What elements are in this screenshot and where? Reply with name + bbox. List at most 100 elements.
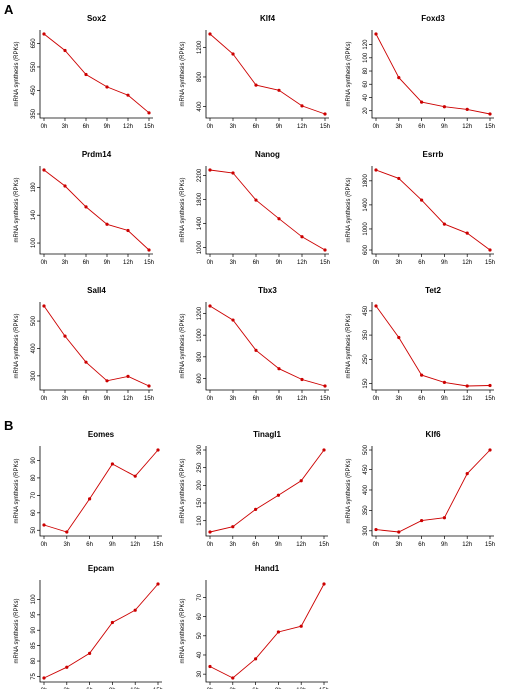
y-tick-label: 80 xyxy=(31,657,37,664)
x-tick-label: 12h xyxy=(130,542,140,548)
chart-title-tbx3: Tbx3 xyxy=(258,286,277,295)
x-tick-label: 9h xyxy=(104,124,111,130)
y-tick-label: 1400 xyxy=(363,198,369,212)
y-tick-label: 200 xyxy=(197,480,203,491)
x-tick-label: 9h xyxy=(441,396,448,402)
x-tick-label: 3h xyxy=(395,396,402,402)
chart-axes-nanog xyxy=(205,166,329,255)
x-tick-label: 15h xyxy=(320,124,330,130)
data-point xyxy=(65,665,69,669)
x-tick-label: 9h xyxy=(276,396,283,402)
y-tick-label: 1000 xyxy=(197,240,203,254)
y-tick-label: 600 xyxy=(197,373,203,384)
x-tick-label: 3h xyxy=(395,124,402,130)
chart-tinagl1: Tinagl1 0h 3h 6h 9h 12h 15h 100 150 200 250 300 mRNA… xyxy=(180,430,329,548)
data-point xyxy=(231,171,235,175)
chart-sox2: Sox2 0h 3h 6h 9h 12h 15h 350 450 550 650 mRNA synth… xyxy=(14,14,154,130)
y-axis-label-sall4: mRNA synthesis (RPKs) xyxy=(14,313,20,378)
x-tick-label: 3h xyxy=(395,260,402,266)
charts-group: Sox2 0h 3h 6h 9h 12h 15h 350 450 550 650 mRNA synth… xyxy=(14,14,495,689)
x-tick-label: 9h xyxy=(441,542,448,548)
y-tick-label: 800 xyxy=(197,71,203,82)
chart-title-epcam: Epcam xyxy=(88,564,114,573)
series-line-klf6 xyxy=(375,449,491,533)
data-point xyxy=(322,582,326,586)
x-tick-label: 6h xyxy=(418,124,425,130)
x-tick-label: 12h xyxy=(297,396,307,402)
x-tick-label: 12h xyxy=(462,124,472,130)
y-axis-label-sox2: mRNA synthesis (RPKs) xyxy=(14,41,20,106)
x-tick-label: 12h xyxy=(462,260,472,266)
x-tick-label: 6h xyxy=(253,260,260,266)
y-tick-label: 300 xyxy=(197,444,203,455)
chart-hand1: Hand10h3h6h9h12h15h3040506070mRNA synthe… xyxy=(180,564,329,689)
y-axis-label-hand1: mRNA synthesis (RPKs) xyxy=(180,598,186,663)
x-tick-label: 0h xyxy=(207,396,214,402)
x-tick-label: 6h xyxy=(252,542,259,548)
data-point xyxy=(277,367,281,371)
y-tick-label: 400 xyxy=(31,343,37,354)
y-tick-label: 85 xyxy=(31,642,37,649)
chart-axes-epcam xyxy=(39,580,162,683)
panel-letter-a: A xyxy=(4,2,14,17)
data-point xyxy=(465,472,469,476)
x-tick-label: 12h xyxy=(296,542,306,548)
x-tick-label: 0h xyxy=(41,542,48,548)
y-tick-label: 1200 xyxy=(197,306,203,320)
data-point xyxy=(276,630,280,634)
y-axis-label-prdm14: mRNA synthesis (RPKs) xyxy=(14,177,20,242)
data-point xyxy=(231,676,235,680)
data-point xyxy=(299,624,303,628)
y-tick-label: 500 xyxy=(363,444,369,455)
x-tick-label: 9h xyxy=(104,396,111,402)
data-point xyxy=(300,104,304,108)
x-tick-label: 0h xyxy=(207,124,214,130)
data-point xyxy=(374,527,378,532)
data-point xyxy=(84,360,88,364)
y-tick-label: 80 xyxy=(363,67,369,74)
y-tick-label: 450 xyxy=(31,85,37,96)
chart-title-nanog: Nanog xyxy=(255,150,280,159)
data-point xyxy=(156,448,160,452)
data-point xyxy=(110,620,114,625)
data-point xyxy=(299,479,303,483)
x-tick-label: 9h xyxy=(441,260,448,266)
data-point xyxy=(420,373,424,377)
series-line-epcam xyxy=(43,583,159,679)
data-point xyxy=(133,474,137,478)
y-tick-label: 100 xyxy=(31,594,37,605)
data-point xyxy=(465,231,469,235)
chart-axes-tet2 xyxy=(371,302,494,391)
data-point xyxy=(208,530,212,534)
data-point xyxy=(208,664,212,669)
series-line-sall4 xyxy=(43,305,150,387)
data-point xyxy=(147,384,151,388)
y-tick-label: 450 xyxy=(363,464,369,475)
data-point xyxy=(65,530,69,534)
y-tick-label: 90 xyxy=(31,456,37,463)
y-tick-label: 500 xyxy=(31,315,37,326)
x-tick-label: 3h xyxy=(395,542,402,548)
chart-axes-esrrb xyxy=(371,166,494,255)
x-tick-label: 15h xyxy=(144,396,154,402)
chart-axes-eomes xyxy=(39,446,162,537)
data-point xyxy=(442,380,446,384)
data-point xyxy=(420,100,424,104)
data-point xyxy=(420,198,424,202)
y-tick-label: 1400 xyxy=(197,216,203,230)
data-point xyxy=(231,318,235,322)
y-tick-label: 450 xyxy=(363,305,369,316)
y-tick-label: 1800 xyxy=(363,173,369,187)
y-tick-label: 40 xyxy=(363,93,369,100)
data-point xyxy=(133,608,137,612)
y-tick-label: 70 xyxy=(31,491,37,498)
y-tick-label: 150 xyxy=(363,378,369,389)
y-tick-label: 20 xyxy=(363,107,369,114)
x-tick-label: 0h xyxy=(41,260,48,266)
series-line-klf4 xyxy=(209,33,326,115)
chart-axes-prdm14 xyxy=(39,166,153,255)
data-point xyxy=(276,493,280,497)
y-tick-label: 400 xyxy=(197,101,203,112)
data-point xyxy=(397,76,401,80)
x-tick-label: 0h xyxy=(373,124,380,130)
